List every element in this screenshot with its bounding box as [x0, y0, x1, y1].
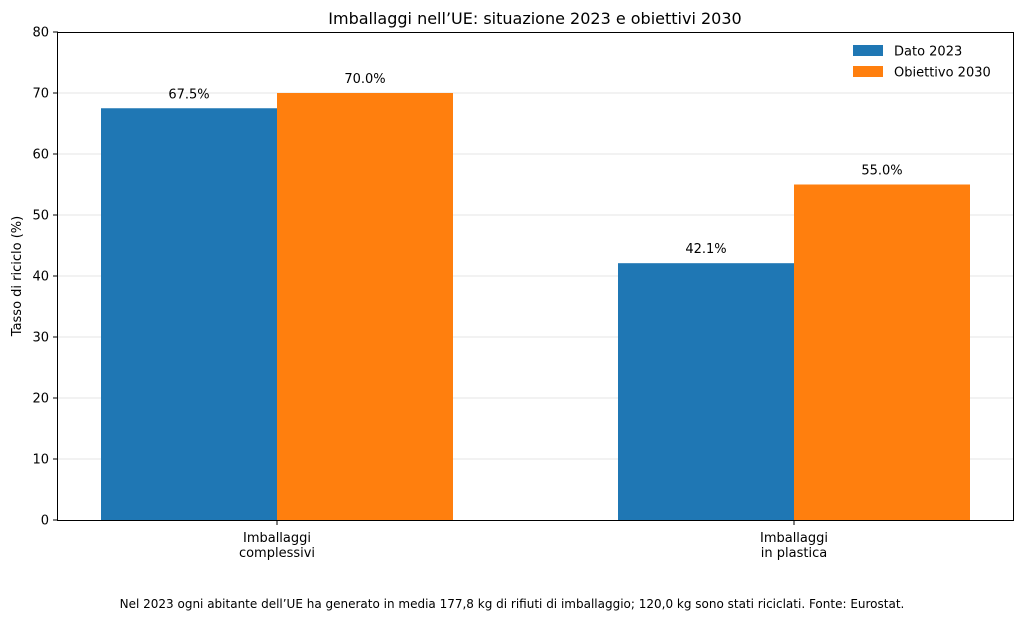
legend-swatch [853, 45, 883, 56]
bars [101, 93, 970, 520]
x-tick-label: complessivi [239, 546, 315, 561]
x-tick-label: Imballaggi [243, 531, 311, 546]
y-tick-label: 10 [32, 453, 49, 468]
legend: Dato 2023 Obiettivo 2030 [853, 45, 991, 81]
bar-value-label: 67.5% [168, 87, 209, 102]
y-tick-label: 30 [32, 331, 49, 346]
chart-title: Imballaggi nell’UE: situazione 2023 e ob… [328, 9, 741, 28]
legend-label: Obiettivo 2030 [894, 66, 991, 81]
bar-dato-2023 [101, 108, 277, 520]
bar-chart: Imballaggi nell’UE: situazione 2023 e ob… [10, 9, 1014, 561]
bar-value-label: 70.0% [344, 72, 385, 87]
y-axis-ticks: 0 10 20 30 40 50 60 70 80 [32, 26, 58, 529]
footnote: Nel 2023 ogni abitante dell’UE ha genera… [119, 597, 905, 611]
y-tick-label: 50 [32, 209, 49, 224]
x-tick-label: Imballaggi [760, 531, 828, 546]
y-tick-label: 80 [32, 26, 49, 41]
y-tick-label: 40 [32, 270, 49, 285]
y-tick-label: 0 [41, 514, 49, 529]
bar-value-label: 55.0% [861, 164, 902, 179]
x-tick-label: in plastica [761, 546, 827, 561]
y-tick-label: 60 [32, 148, 49, 163]
bar-value-label: 42.1% [685, 242, 726, 257]
legend-swatch [853, 66, 883, 77]
bar-obiettivo-2030 [277, 93, 453, 520]
y-axis-label: Tasso di riciclo (%) [10, 216, 25, 337]
bar-obiettivo-2030 [794, 184, 970, 520]
bar-dato-2023 [618, 263, 794, 520]
bar-value-labels: 67.5% 70.0% 42.1% 55.0% [168, 72, 902, 257]
y-tick-label: 20 [32, 392, 49, 407]
legend-label: Dato 2023 [894, 45, 962, 60]
y-tick-label: 70 [32, 87, 49, 102]
